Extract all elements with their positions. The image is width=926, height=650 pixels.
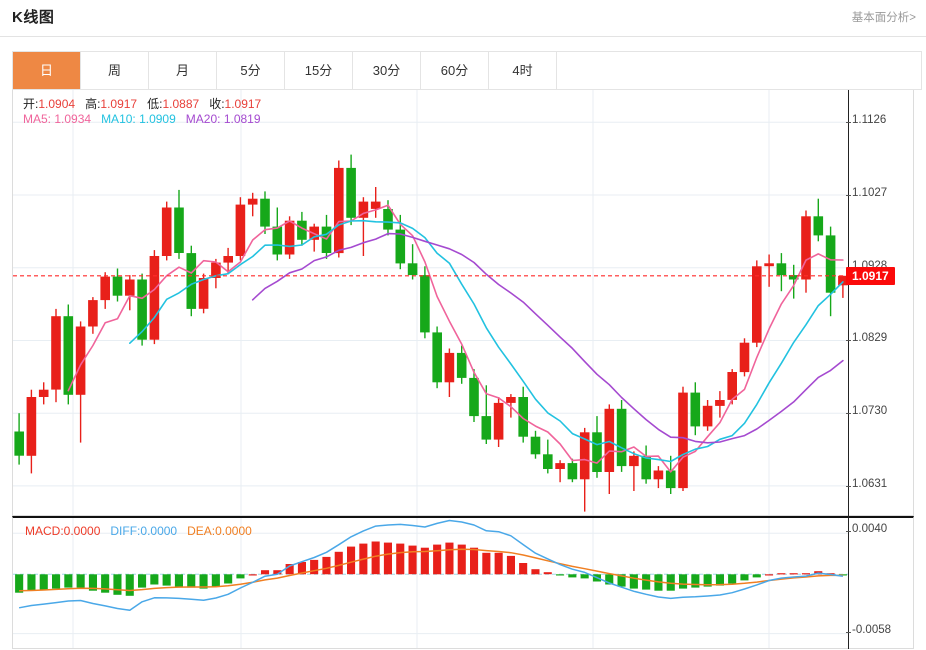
macd-axis-tickmark-0 <box>846 531 851 533</box>
tabbar-filler <box>557 52 922 89</box>
fundamental-analysis-link[interactable]: 基本面分析> <box>851 12 916 24</box>
tab-1[interactable]: 周 <box>81 52 149 89</box>
tab-2[interactable]: 月 <box>149 52 217 89</box>
axis-divider <box>848 90 849 649</box>
macd-chart-panel[interactable]: MACD:0.0000 DIFF:0.0000 DEA:0.0000 <box>12 516 914 649</box>
tab-5[interactable]: 30分 <box>353 52 421 89</box>
price-axis-tickmark-3 <box>846 340 851 342</box>
tab-7[interactable]: 4时 <box>489 52 557 89</box>
tab-3[interactable]: 5分 <box>217 52 285 89</box>
price-axis-tickmark-1 <box>846 195 851 197</box>
price-axis-tickmark-4 <box>846 413 851 415</box>
tab-0[interactable]: 日 <box>13 52 81 89</box>
price-axis-tickmark-0 <box>846 122 851 124</box>
page-title: K线图 <box>12 9 55 26</box>
tab-6[interactable]: 60分 <box>421 52 489 89</box>
timeframe-tabbar: 日周月 5分 15分 30分 60分 4时 <box>12 51 922 90</box>
price-axis-tickmark-5 <box>846 485 851 487</box>
macd-axis-tickmark-1 <box>846 631 851 633</box>
candlestick-plot <box>13 90 849 515</box>
tab-4[interactable]: 15分 <box>285 52 353 89</box>
price-chart-panel[interactable]: 开:1.0904 高:1.0917 低:1.0887 收:1.0917 MA5:… <box>12 90 914 516</box>
macd-plot <box>13 518 849 648</box>
page-header: K线图 基本面分析> <box>0 0 926 37</box>
price-axis-tickmark-2 <box>846 267 851 269</box>
